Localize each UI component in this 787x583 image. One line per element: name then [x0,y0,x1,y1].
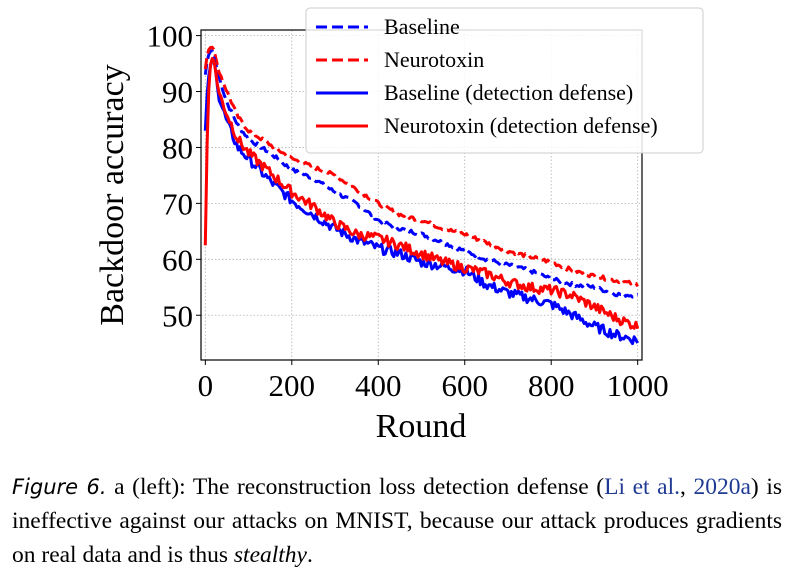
figure-caption: Figure 6. a (left): The reconstruction l… [12,470,782,572]
legend-label: Neurotoxin (detection defense) [384,113,658,138]
series-line-3 [203,56,639,346]
y-tick-label: 100 [147,19,194,54]
y-axis-ticks: 50 60 70 80 90 100 [147,19,201,333]
y-tick-label: 60 [162,242,193,277]
caption-emphasis: stealthy [233,542,307,568]
y-tick-label: 50 [162,298,193,333]
x-axis-ticks: 0 200 400 600 800 1000 [198,360,669,403]
legend-label: Neurotoxin [384,47,484,72]
y-tick-label: 80 [162,130,193,165]
x-axis-label: Round [376,408,467,445]
x-tick-label: 0 [198,368,214,403]
x-tick-label: 400 [355,368,402,403]
y-axis-label: Backdoor accuracy [94,64,131,325]
series-line-2 [203,45,639,288]
citation-link-year[interactable]: 2020a [693,474,751,500]
citation-link-authors[interactable]: Li et al. [604,474,680,500]
x-tick-label: 1000 [607,368,669,403]
caption-text-1: a (left): The reconstruction loss detect… [106,474,605,500]
line-chart: 0 200 400 600 800 1000 50 60 70 80 90 100 Round Ba… [94,7,704,445]
series-line-4 [203,57,640,330]
caption-text-3: . [306,542,313,568]
x-tick-label: 600 [441,368,488,403]
citation-separator: , [679,474,694,500]
x-tick-label: 200 [269,368,316,403]
caption-label: Figure 6. [12,475,107,499]
y-tick-label: 90 [162,75,193,110]
caption-text-2: ) is ineffective against our attacks on … [12,474,783,568]
series-layer [203,45,640,346]
x-tick-label: 800 [528,368,575,403]
y-tick-label: 70 [162,186,193,221]
legend-label: Baseline (detection defense) [384,80,633,105]
legend-label: Baseline [384,14,460,39]
series-line-1 [203,49,638,299]
legend-box [305,7,704,154]
legend: Baseline Neurotoxin Baseline (detection de… [305,7,704,154]
